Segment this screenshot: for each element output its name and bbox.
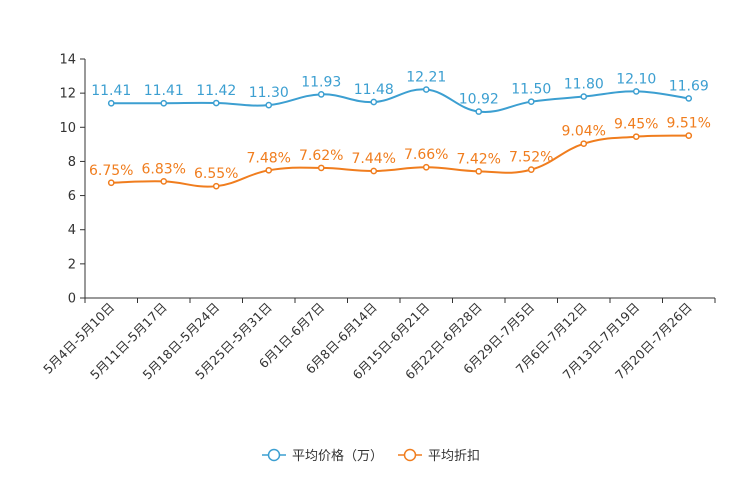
data-point: [685, 95, 693, 102]
legend[interactable]: 平均价格（万） 平均折扣: [262, 448, 480, 464]
data-label: 11.42: [196, 83, 236, 99]
data-point: [370, 167, 378, 175]
data-point: [160, 178, 168, 185]
data-point: [580, 93, 588, 100]
data-label: 6.75%: [89, 163, 133, 179]
data-label: 12.10: [616, 71, 656, 87]
y-tick-label: 8: [68, 155, 76, 170]
data-point: [317, 164, 325, 172]
data-label: 11.41: [144, 83, 184, 99]
series-group: 11.41 11.41 11.42 11.30 11.93 11.48 12.21 10.92…: [91, 70, 709, 115]
data-point: [370, 98, 378, 106]
data-point: [685, 132, 693, 140]
series-layer: 11.41 11.41 11.42 11.30 11.93 11.48 12.21 10.92…: [89, 70, 711, 190]
data-label: 11.93: [301, 74, 341, 90]
data-point: [107, 99, 115, 107]
y-tick-label: 0: [68, 292, 76, 307]
data-point: [212, 182, 220, 190]
data-label: 11.80: [564, 77, 604, 93]
data-label: 7.62%: [299, 148, 343, 164]
data-point: [580, 140, 588, 148]
y-tick-label: 2: [68, 257, 76, 272]
data-label: 11.41: [91, 83, 131, 99]
y-tick-label: 4: [68, 223, 76, 238]
legend-marker-icon: [403, 448, 417, 462]
y-tick-label: 12: [59, 87, 76, 102]
data-label: 11.48: [354, 82, 394, 98]
series-group: 6.75% 6.83% 6.55% 7.48% 7.62% 7.44% 7.66% 7.42%…: [89, 116, 711, 190]
data-point: [632, 133, 640, 141]
data-label: 12.21: [406, 70, 446, 86]
data-point: [632, 88, 640, 95]
data-label: 6.55%: [194, 166, 238, 182]
series-line: [111, 134, 689, 188]
data-point: [160, 99, 168, 107]
data-label: 9.04%: [562, 124, 606, 140]
legend-label: 平均价格（万）: [292, 448, 383, 464]
data-label: 7.44%: [352, 151, 396, 167]
data-label: 9.45%: [614, 117, 658, 133]
data-label: 11.69: [669, 78, 709, 94]
data-point: [107, 179, 115, 187]
data-label: 6.83%: [142, 161, 186, 177]
data-point: [317, 90, 325, 98]
data-label: 7.42%: [457, 151, 501, 167]
data-point: [265, 166, 273, 174]
legend-item[interactable]: 平均折扣: [398, 448, 480, 464]
data-label: 7.66%: [404, 147, 448, 163]
data-label: 11.30: [249, 85, 289, 101]
data-point: [475, 108, 483, 115]
data-point: [527, 166, 535, 173]
data-point: [475, 167, 483, 175]
y-tick-label: 6: [68, 189, 76, 204]
data-label: 7.52%: [509, 150, 553, 166]
data-point: [422, 163, 430, 171]
data-label: 11.50: [511, 82, 551, 98]
data-point: [265, 101, 273, 109]
y-tick-label: 14: [59, 53, 76, 68]
y-tick-label: 10: [59, 121, 76, 136]
legend-marker-icon: [267, 448, 281, 462]
legend-item[interactable]: 平均价格（万）: [262, 448, 383, 464]
data-label: 10.92: [459, 92, 499, 108]
data-label: 7.48%: [247, 150, 291, 166]
data-point: [212, 99, 220, 107]
data-label: 9.51%: [667, 116, 711, 132]
data-point: [422, 86, 430, 93]
data-point: [527, 98, 535, 106]
series-line: [111, 88, 689, 113]
legend-label: 平均折扣: [428, 449, 480, 464]
